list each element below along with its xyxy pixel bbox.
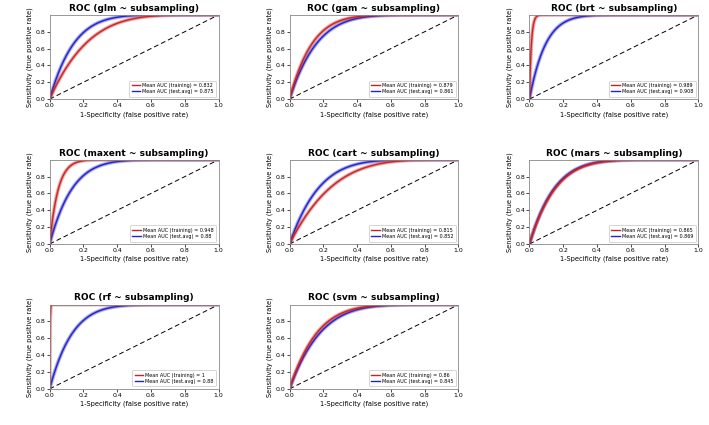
- Y-axis label: Sensitivity (true positive rate): Sensitivity (true positive rate): [26, 152, 33, 252]
- Title: ROC (brt ~ subsampling): ROC (brt ~ subsampling): [551, 4, 677, 13]
- Title: ROC (gam ~ subsampling): ROC (gam ~ subsampling): [308, 4, 440, 13]
- X-axis label: 1-Specificity (false positive rate): 1-Specificity (false positive rate): [80, 401, 188, 407]
- X-axis label: 1-Specificity (false positive rate): 1-Specificity (false positive rate): [320, 256, 428, 262]
- Legend: Mean AUC (training) = 0.948, Mean AUC (test.avg) = 0.88: Mean AUC (training) = 0.948, Mean AUC (t…: [130, 226, 216, 241]
- Y-axis label: Sensitivity (true positive rate): Sensitivity (true positive rate): [266, 297, 273, 397]
- X-axis label: 1-Specificity (false positive rate): 1-Specificity (false positive rate): [560, 256, 668, 262]
- Legend: Mean AUC (training) = 0.815, Mean AUC (test.avg) = 0.852: Mean AUC (training) = 0.815, Mean AUC (t…: [369, 226, 456, 241]
- X-axis label: 1-Specificity (false positive rate): 1-Specificity (false positive rate): [320, 111, 428, 118]
- Y-axis label: Sensitivity (true positive rate): Sensitivity (true positive rate): [266, 7, 273, 107]
- Title: ROC (maxent ~ subsampling): ROC (maxent ~ subsampling): [60, 149, 208, 158]
- Y-axis label: Sensitivity (true positive rate): Sensitivity (true positive rate): [26, 297, 33, 397]
- Y-axis label: Sensitivity (true positive rate): Sensitivity (true positive rate): [266, 152, 273, 252]
- Title: ROC (rf ~ subsampling): ROC (rf ~ subsampling): [74, 294, 194, 303]
- X-axis label: 1-Specificity (false positive rate): 1-Specificity (false positive rate): [560, 111, 668, 118]
- X-axis label: 1-Specificity (false positive rate): 1-Specificity (false positive rate): [320, 401, 428, 407]
- X-axis label: 1-Specificity (false positive rate): 1-Specificity (false positive rate): [80, 111, 188, 118]
- Legend: Mean AUC (training) = 0.865, Mean AUC (test.avg) = 0.869: Mean AUC (training) = 0.865, Mean AUC (t…: [609, 226, 696, 241]
- X-axis label: 1-Specificity (false positive rate): 1-Specificity (false positive rate): [80, 256, 188, 262]
- Legend: Mean AUC (training) = 0.86, Mean AUC (test.avg) = 0.845: Mean AUC (training) = 0.86, Mean AUC (te…: [369, 370, 456, 386]
- Title: ROC (svm ~ subsampling): ROC (svm ~ subsampling): [308, 294, 440, 303]
- Y-axis label: Sensitivity (true positive rate): Sensitivity (true positive rate): [506, 152, 513, 252]
- Legend: Mean AUC (training) = 0.832, Mean AUC (test.avg) = 0.875: Mean AUC (training) = 0.832, Mean AUC (t…: [129, 81, 216, 96]
- Legend: Mean AUC (training) = 1, Mean AUC (test.avg) = 0.88: Mean AUC (training) = 1, Mean AUC (test.…: [132, 370, 216, 386]
- Y-axis label: Sensitivity (true positive rate): Sensitivity (true positive rate): [26, 7, 33, 107]
- Legend: Mean AUC (training) = 0.879, Mean AUC (test.avg) = 0.861: Mean AUC (training) = 0.879, Mean AUC (t…: [369, 81, 456, 96]
- Title: ROC (mars ~ subsampling): ROC (mars ~ subsampling): [546, 149, 682, 158]
- Title: ROC (glm ~ subsampling): ROC (glm ~ subsampling): [69, 4, 199, 13]
- Y-axis label: Sensitivity (true positive rate): Sensitivity (true positive rate): [506, 7, 513, 107]
- Title: ROC (cart ~ subsampling): ROC (cart ~ subsampling): [308, 149, 440, 158]
- Legend: Mean AUC (training) = 0.989, Mean AUC (test.avg) = 0.908: Mean AUC (training) = 0.989, Mean AUC (t…: [609, 81, 696, 96]
